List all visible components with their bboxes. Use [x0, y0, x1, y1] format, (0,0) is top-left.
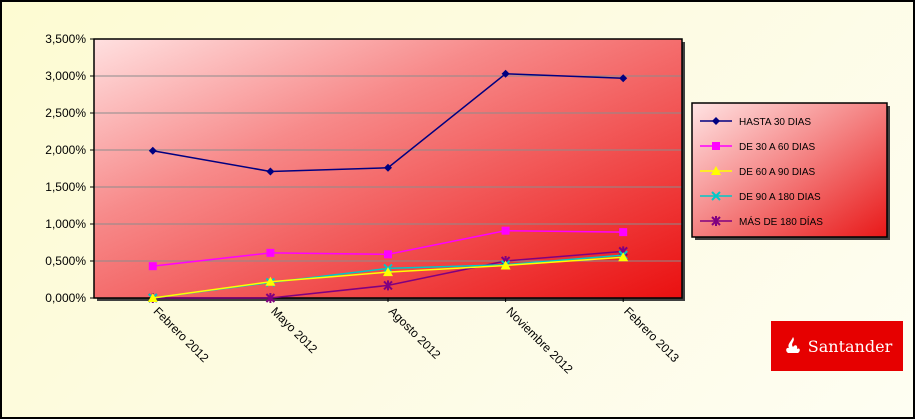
legend-box [691, 102, 888, 238]
legend-label: MÁS DE 180 DÍAS [739, 215, 823, 228]
data-point [266, 248, 275, 257]
santander-logo: Santander [771, 321, 903, 371]
y-tick-label: 2,000% [45, 143, 86, 157]
data-point [619, 228, 628, 237]
x-tick-label: Febrero 2012 [151, 304, 212, 365]
y-tick-label: 3,000% [45, 69, 86, 83]
legend-label: HASTA 30 DIAS [739, 117, 811, 128]
data-point [383, 267, 393, 277]
data-point [500, 260, 511, 270]
legend-marker [711, 166, 721, 175]
series-group [147, 252, 629, 302]
data-point [147, 293, 158, 302]
x-tick-label: Noviembre 2012 [503, 304, 575, 376]
legend-marker [712, 117, 720, 125]
y-tick-label: 2,500% [45, 106, 86, 120]
x-tick-label: Agosto 2012 [386, 304, 444, 362]
y-tick-label: 3,500% [45, 32, 86, 46]
x-tick-label: Febrero 2013 [621, 304, 682, 365]
data-point [618, 252, 629, 262]
data-point [383, 280, 393, 291]
series-group [148, 69, 628, 176]
brand-name: Santander [807, 336, 893, 356]
legend-marker [711, 191, 721, 201]
data-point [384, 250, 392, 259]
data-point [384, 163, 392, 172]
series-group [148, 226, 628, 271]
legend-marker [711, 216, 721, 226]
legend-label: DE 90 A 180 DIAS [739, 192, 821, 203]
y-tick-label: 0,500% [45, 254, 86, 268]
data-point [266, 167, 275, 176]
data-point [619, 74, 628, 83]
legend-label: DE 60 A 90 DIAS [739, 167, 815, 178]
data-point [501, 226, 510, 235]
y-tick-label: 1,500% [45, 180, 86, 194]
y-tick-label: 0,000% [45, 291, 86, 305]
data-point [501, 69, 510, 78]
x-tick-label: Mayo 2012 [268, 304, 320, 356]
legend-marker [712, 142, 720, 150]
data-point [265, 276, 276, 286]
legend-label: DE 30 A 60 DIAS [739, 142, 815, 153]
y-tick-label: 1,000% [45, 217, 86, 231]
data-point [148, 262, 157, 271]
flame-icon [785, 337, 800, 353]
data-point [148, 146, 157, 155]
data-point [265, 293, 276, 303]
